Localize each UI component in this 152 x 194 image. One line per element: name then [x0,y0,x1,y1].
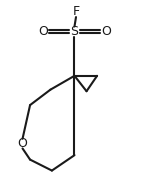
Text: O: O [18,137,28,150]
Text: S: S [71,25,78,38]
Text: F: F [73,5,79,18]
Text: O: O [101,25,111,38]
Text: O: O [39,25,48,38]
